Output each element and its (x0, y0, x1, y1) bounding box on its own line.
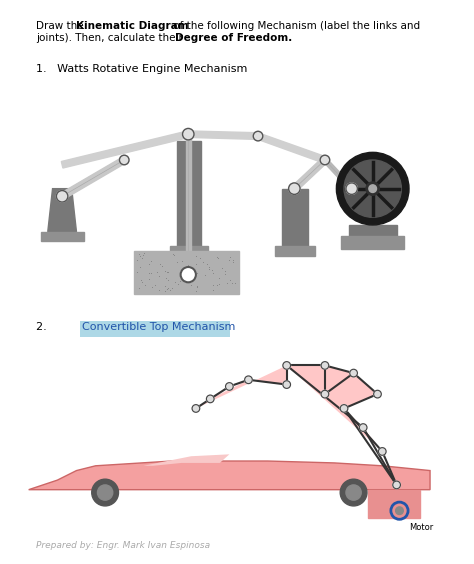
Circle shape (206, 395, 214, 403)
Polygon shape (275, 246, 315, 255)
Polygon shape (41, 232, 84, 241)
Polygon shape (48, 188, 76, 232)
Polygon shape (349, 225, 397, 236)
Polygon shape (282, 188, 308, 246)
Circle shape (119, 155, 129, 165)
Text: Draw the: Draw the (36, 21, 87, 32)
Text: of the following Mechanism (label the links and: of the following Mechanism (label the li… (170, 21, 420, 32)
Circle shape (346, 183, 357, 195)
Text: Motor: Motor (409, 523, 433, 532)
Text: joints). Then, calculate their: joints). Then, calculate their (36, 33, 186, 43)
Circle shape (181, 267, 196, 283)
Polygon shape (287, 365, 382, 451)
Circle shape (337, 152, 409, 225)
FancyBboxPatch shape (80, 321, 230, 337)
Circle shape (245, 376, 252, 384)
Circle shape (344, 160, 401, 217)
Circle shape (369, 185, 376, 192)
Circle shape (226, 382, 233, 390)
Text: Prepared by: Engr. Mark Ivan Espinosa: Prepared by: Engr. Mark Ivan Espinosa (36, 541, 210, 550)
Circle shape (283, 362, 291, 369)
Circle shape (320, 155, 330, 165)
Circle shape (346, 485, 361, 500)
Circle shape (393, 481, 401, 489)
Text: 2.: 2. (36, 323, 54, 332)
Polygon shape (60, 157, 126, 199)
Circle shape (56, 191, 68, 202)
Circle shape (374, 390, 381, 398)
Polygon shape (28, 461, 430, 490)
Circle shape (359, 424, 367, 431)
Circle shape (396, 507, 403, 514)
Circle shape (378, 448, 386, 455)
Circle shape (289, 183, 300, 195)
Text: Convertible Top Mechanism: Convertible Top Mechanism (82, 323, 236, 332)
Bar (134, 251, 239, 294)
Circle shape (340, 479, 367, 506)
Polygon shape (292, 157, 327, 191)
Bar (368, 490, 420, 518)
Polygon shape (186, 134, 191, 265)
Circle shape (321, 390, 329, 398)
Polygon shape (143, 455, 229, 466)
Text: Degree of Freedom.: Degree of Freedom. (175, 33, 292, 43)
Circle shape (92, 479, 118, 506)
Circle shape (350, 369, 357, 377)
Polygon shape (61, 131, 326, 168)
Polygon shape (196, 365, 287, 408)
Polygon shape (170, 246, 209, 255)
Circle shape (192, 404, 200, 412)
Text: 1.   Watts Rotative Engine Mechanism: 1. Watts Rotative Engine Mechanism (36, 64, 248, 74)
Circle shape (283, 381, 291, 389)
Polygon shape (341, 236, 404, 249)
Text: Kinematic Diagram: Kinematic Diagram (76, 21, 189, 32)
Circle shape (321, 362, 329, 369)
Circle shape (182, 129, 194, 140)
Circle shape (366, 182, 379, 195)
Circle shape (340, 404, 348, 412)
Circle shape (253, 131, 263, 141)
Polygon shape (323, 158, 354, 190)
Polygon shape (177, 141, 201, 246)
Circle shape (98, 485, 113, 500)
